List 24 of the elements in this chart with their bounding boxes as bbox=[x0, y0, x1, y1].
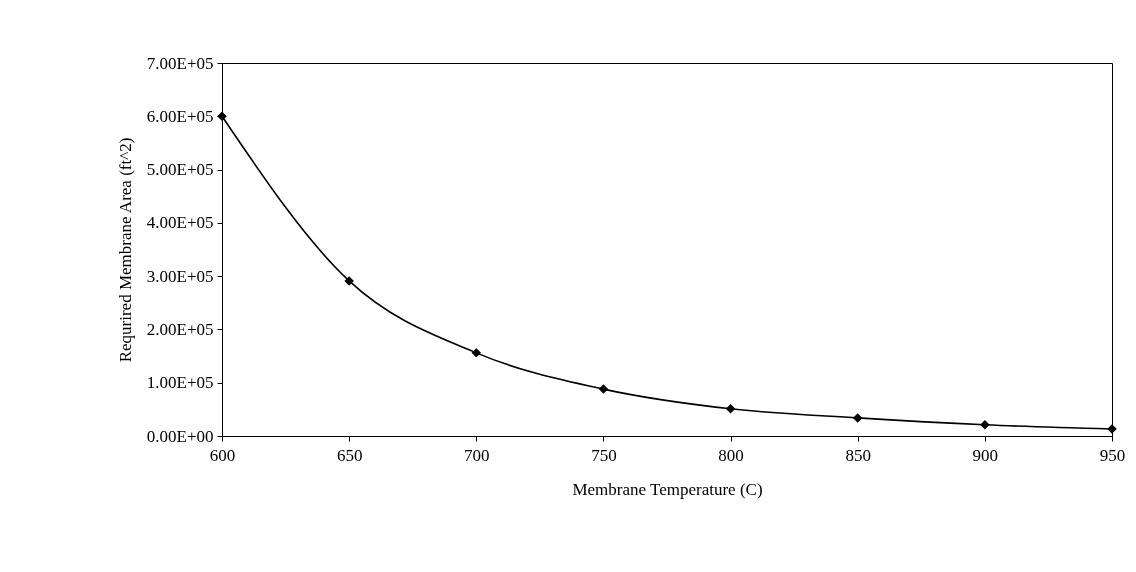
x-tick-label: 700 bbox=[464, 445, 490, 465]
y-tick-label: 0.00E+00 bbox=[146, 426, 214, 446]
y-tick-label: 2.00E+05 bbox=[146, 319, 214, 339]
x-axis-title: Membrane Temperature (C) bbox=[572, 479, 763, 499]
x-tick-label: 800 bbox=[718, 445, 744, 465]
x-tick-label: 850 bbox=[845, 445, 871, 465]
y-tick-label: 6.00E+05 bbox=[146, 106, 214, 126]
y-tick-label: 5.00E+05 bbox=[146, 160, 214, 180]
point bbox=[471, 348, 482, 358]
y-tick-label: 3.00E+05 bbox=[146, 266, 214, 286]
x-tick-label: 900 bbox=[972, 445, 999, 465]
y-tick-label: 4.00E+05 bbox=[146, 213, 214, 233]
x-tick-label: 650 bbox=[336, 445, 363, 465]
point bbox=[217, 111, 227, 122]
x-tick-label: 600 bbox=[209, 445, 236, 465]
y-tick-label: 1.00E+05 bbox=[146, 373, 214, 393]
y-tick-label: 7.00E+05 bbox=[146, 53, 214, 73]
x-tick-label: 750 bbox=[591, 445, 617, 465]
point bbox=[725, 404, 736, 414]
point bbox=[598, 384, 609, 394]
x-tick-label: 950 bbox=[1099, 445, 1126, 465]
point bbox=[980, 420, 990, 430]
y-axis-title: Requrired Membrane Area (ft^2) bbox=[115, 137, 135, 363]
point bbox=[852, 413, 863, 423]
